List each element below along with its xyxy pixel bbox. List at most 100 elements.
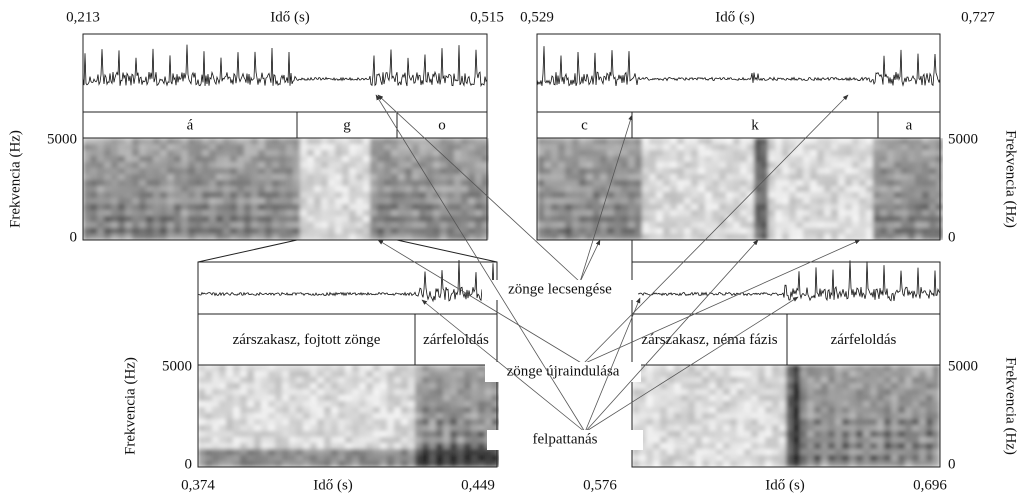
spectrogram-cell	[842, 377, 849, 383]
spectrogram-cell	[642, 150, 649, 156]
spectrogram-cell	[579, 204, 586, 210]
spectrogram-cell	[793, 407, 800, 413]
spectrogram-cell	[709, 395, 716, 401]
spectrogram-cell	[842, 413, 849, 419]
spectrogram-cell	[153, 234, 160, 240]
spectrogram-cell	[153, 180, 160, 186]
spectrogram-cell	[905, 395, 912, 401]
annotation-arrow	[582, 239, 861, 365]
spectrogram-cell	[160, 210, 167, 216]
spectrogram-cell	[726, 228, 733, 234]
spectrogram-cell	[681, 425, 688, 431]
spectrogram-cell	[628, 234, 635, 240]
spectrogram-cell	[870, 443, 877, 449]
spectrogram-cell	[796, 192, 803, 198]
spectrogram-cell	[702, 461, 709, 467]
spectrogram-cell	[905, 419, 912, 425]
spectrogram-cell	[254, 377, 261, 383]
spectrogram-cell	[758, 371, 765, 377]
spectrogram-cell	[468, 228, 475, 234]
spectrogram-cell	[765, 461, 772, 467]
spectrogram-cell	[838, 180, 845, 186]
spectrogram-cell	[426, 198, 433, 204]
spectrogram-cell	[478, 449, 485, 455]
freq-label: Frekvencia (Hz)	[1003, 357, 1019, 455]
spectrogram-cell	[174, 192, 181, 198]
spectrogram-cell	[733, 162, 740, 168]
spectrogram-cell	[716, 419, 723, 425]
spectrogram-cell	[716, 401, 723, 407]
spectrogram-cell	[405, 216, 412, 222]
spectrogram-cell	[674, 401, 681, 407]
spectrogram-cell	[537, 168, 544, 174]
spectrogram-cell	[314, 222, 321, 228]
spectrogram-cell	[394, 443, 401, 449]
spectrogram-cell	[712, 162, 719, 168]
spectrogram-cell	[338, 431, 345, 437]
spectrogram-cell	[856, 407, 863, 413]
spectrogram-cell	[111, 222, 118, 228]
spectrogram-cell	[384, 138, 391, 144]
spectrogram-cell	[443, 377, 450, 383]
segment-label: zárszakasz, fojtott zönge	[233, 332, 381, 348]
spectrogram-cell	[782, 168, 789, 174]
spectrogram-cell	[838, 222, 845, 228]
spectrogram-cell	[268, 461, 275, 467]
spectrogram-cell	[212, 365, 219, 371]
spectrogram-cell	[600, 168, 607, 174]
spectrogram-cell	[377, 150, 384, 156]
spectrogram-cell	[205, 419, 212, 425]
spectrogram-cell	[167, 210, 174, 216]
spectrogram-cell	[866, 150, 873, 156]
spectrogram-cell	[621, 204, 628, 210]
waveform	[198, 259, 498, 303]
spectrogram-cell	[877, 371, 884, 377]
spectrogram-cell	[426, 138, 433, 144]
spectrogram-cell	[831, 192, 838, 198]
spectrogram-cell	[422, 401, 429, 407]
spectrogram-cell	[747, 216, 754, 222]
spectrogram-cell	[132, 222, 139, 228]
spectrogram-cell	[688, 377, 695, 383]
spectrogram-cell	[873, 204, 880, 210]
spectrogram-cell	[908, 192, 915, 198]
spectrogram-cell	[698, 174, 705, 180]
spectrogram-cell	[111, 216, 118, 222]
spectrogram-cell	[712, 156, 719, 162]
spectrogram-cell	[272, 174, 279, 180]
spectrogram-cell	[772, 365, 779, 371]
spectrogram-cell	[751, 437, 758, 443]
spectrogram-cell	[356, 192, 363, 198]
spectrogram-cell	[216, 156, 223, 162]
spectrogram-cell	[698, 234, 705, 240]
spectrogram-cell	[265, 192, 272, 198]
spectrogram-cell	[317, 455, 324, 461]
spectrogram-cell	[303, 401, 310, 407]
spectrogram-cell	[779, 401, 786, 407]
spectrogram-cell	[733, 210, 740, 216]
spectrogram-cell	[744, 383, 751, 389]
spectrogram-cell	[558, 228, 565, 234]
spectrogram-cell	[544, 228, 551, 234]
spectrogram-cell	[321, 198, 328, 204]
segment-label: zárfeloldás	[831, 332, 897, 348]
spectrogram-cell	[440, 204, 447, 210]
spectrogram-cell	[233, 419, 240, 425]
spectrogram-cell	[656, 168, 663, 174]
spectrogram-cell	[887, 222, 894, 228]
spectrogram-cell	[205, 449, 212, 455]
spectrogram-cell	[733, 186, 740, 192]
spectrogram-cell	[565, 222, 572, 228]
spectrogram-cell	[450, 377, 457, 383]
spectrogram-cell	[537, 198, 544, 204]
spectrogram-cell	[289, 389, 296, 395]
spectrogram-cell	[394, 461, 401, 467]
spectrogram-cell	[391, 180, 398, 186]
spectrogram-cell	[258, 150, 265, 156]
spectrogram-cell	[586, 216, 593, 222]
spectrogram-cell	[195, 168, 202, 174]
spectrogram-cell	[607, 216, 614, 222]
spectrogram-cell	[436, 455, 443, 461]
spectrogram-cell	[153, 216, 160, 222]
spectrogram-cell	[558, 156, 565, 162]
